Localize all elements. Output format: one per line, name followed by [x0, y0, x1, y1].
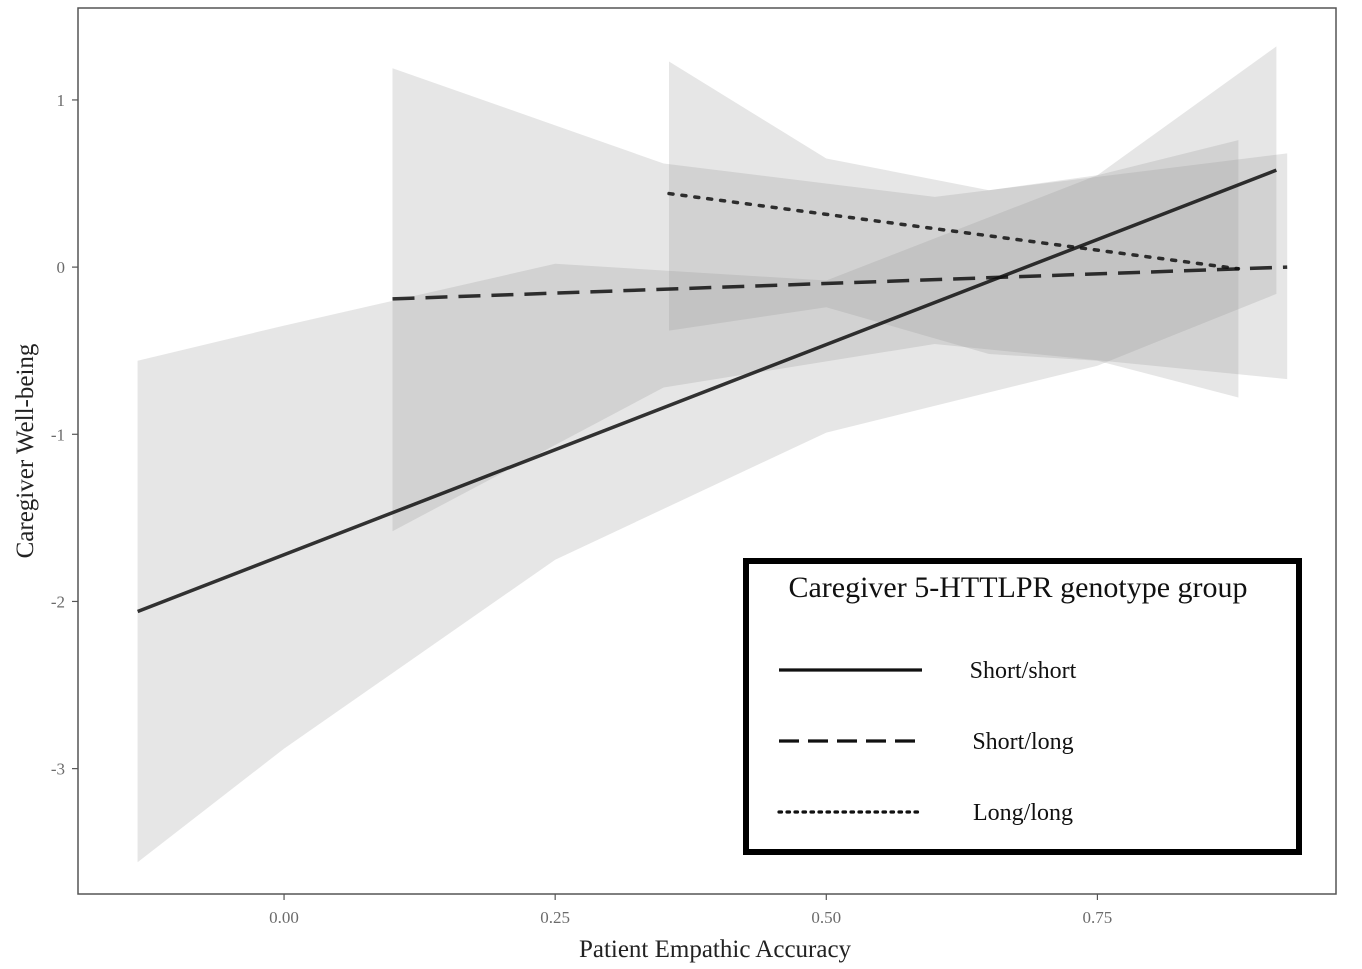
- fit-line-2: [667, 191, 1241, 271]
- x-tick-label-2: 0.50: [811, 908, 841, 927]
- legend-title: Caregiver 5-HTTLPR genotype group: [788, 571, 1247, 604]
- ci-band-1: [392, 68, 1288, 532]
- legend-label-1: Short/long: [972, 729, 1073, 755]
- fit-line-1: [392, 265, 1288, 301]
- legend-box: [743, 558, 1302, 855]
- y-tick-label-0: 1: [57, 91, 66, 110]
- y-tick-label-3: -2: [51, 592, 65, 611]
- y-tick-label-1: 0: [57, 258, 66, 277]
- axes: 0.00 0.25 0.50 0.75 1 0 -1 -2 -3: [51, 91, 1112, 927]
- x-axis-title: Patient Empathic Accuracy: [579, 936, 852, 963]
- x-tick-label-1: 0.25: [540, 908, 570, 927]
- ci-band-0: [137, 46, 1277, 863]
- x-tick-label-0: 0.00: [269, 908, 299, 927]
- fit-lines: [137, 168, 1288, 614]
- y-tick-label-2: -1: [51, 425, 65, 444]
- legend-label-0: Short/short: [970, 658, 1077, 684]
- x-tick-label-3: 0.75: [1083, 908, 1113, 927]
- y-axis-title: Caregiver Well-being: [12, 343, 39, 558]
- legend-label-2: Long/long: [973, 800, 1073, 826]
- fit-line-0: [137, 168, 1277, 614]
- y-tick-label-4: -3: [51, 760, 65, 779]
- legend: Caregiver 5-HTTLPR genotype group Short/…: [743, 558, 1302, 855]
